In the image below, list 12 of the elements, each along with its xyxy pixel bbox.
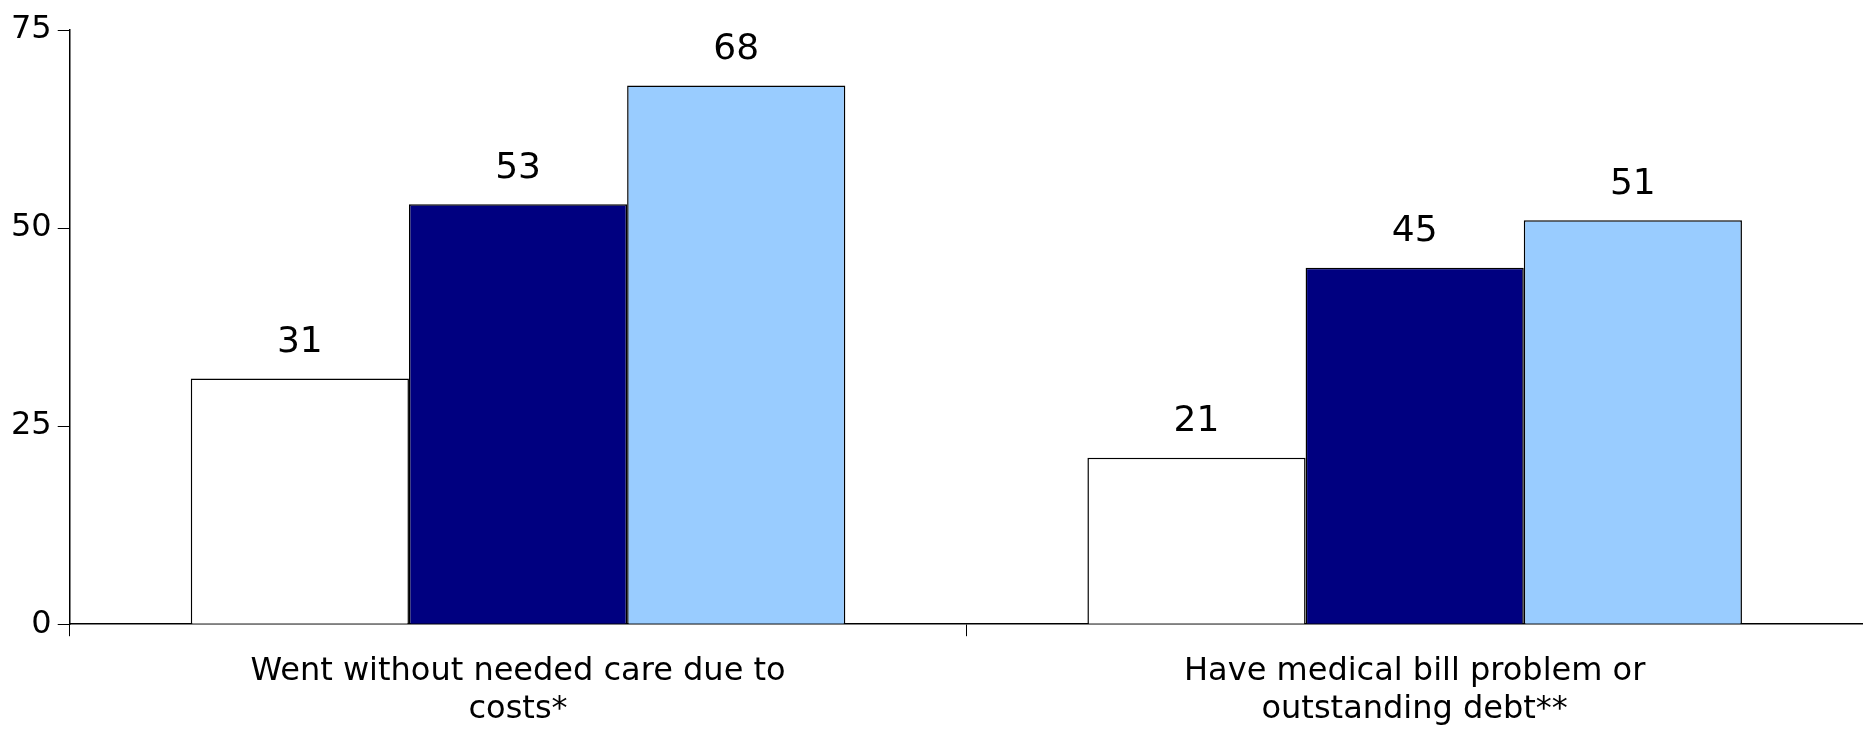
x-tick-label: Went without needed care due to costs* <box>250 649 786 727</box>
data-label: 21 <box>1173 398 1220 440</box>
data-label: 31 <box>276 318 323 360</box>
data-label: 45 <box>1391 208 1438 250</box>
y-tick-label: 0 <box>31 602 52 641</box>
y-tick-label: 50 <box>11 206 52 245</box>
y-tick-label: 75 <box>11 8 52 47</box>
data-label: 53 <box>495 144 541 186</box>
data-label: 68 <box>713 25 760 67</box>
data-label: 51 <box>1609 160 1656 202</box>
y-tick-label: 25 <box>11 404 52 443</box>
x-tick-label: Have medical bill problem or outstanding debt** <box>1184 649 1647 727</box>
